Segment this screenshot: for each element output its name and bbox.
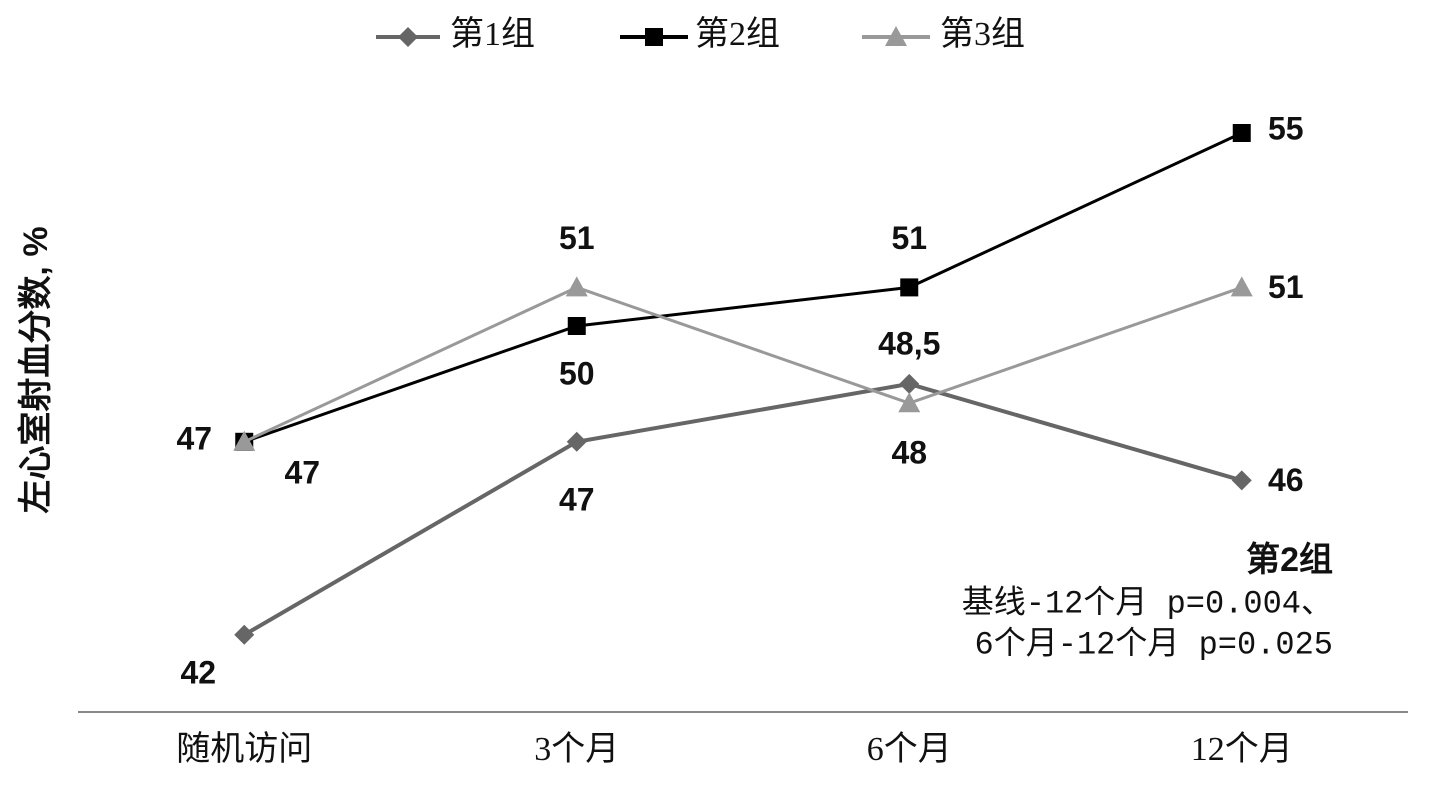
data-label: 48,5 <box>878 325 940 361</box>
y-axis-label: 左心室射血分数, % <box>16 226 55 513</box>
data-point <box>567 317 586 335</box>
x-tick-label: 随机访问 <box>176 730 312 768</box>
data-label: 55 <box>1268 110 1304 146</box>
series-line <box>243 285 1243 444</box>
legend-marker <box>885 26 907 46</box>
data-label: 51 <box>891 220 927 256</box>
data-label: 47 <box>559 481 595 517</box>
data-point <box>1230 276 1253 297</box>
annotation: 基线-12个月 p=0.004、 <box>962 584 1333 622</box>
data-label: 42 <box>180 654 216 690</box>
annotation: 6个月-12个月 p=0.025 <box>975 626 1333 663</box>
data-label: 48 <box>891 435 927 471</box>
x-tick-label: 6个月 <box>867 731 952 768</box>
series-line <box>243 131 1243 444</box>
annotation: 第2组 <box>1246 541 1333 579</box>
data-point <box>898 392 921 413</box>
legend-label: 第1组 <box>450 15 535 53</box>
legend-marker <box>645 28 663 46</box>
data-label: 51 <box>1268 269 1304 305</box>
data-point <box>899 373 920 394</box>
x-tick-label: 3个月 <box>534 731 619 768</box>
data-point <box>233 430 256 451</box>
legend-label: 第2组 <box>695 15 780 53</box>
data-point <box>1232 124 1251 142</box>
data-point <box>566 431 587 452</box>
data-label: 51 <box>559 220 595 256</box>
data-label: 47 <box>176 420 212 456</box>
data-point <box>565 276 588 297</box>
data-point <box>900 278 919 297</box>
data-label: 46 <box>1268 462 1304 498</box>
data-label: 47 <box>284 454 320 490</box>
legend-label: 第3组 <box>940 15 1025 53</box>
legend-marker <box>398 27 418 47</box>
data-label: 50 <box>559 355 595 391</box>
series-line <box>243 381 1243 637</box>
data-point <box>234 624 255 645</box>
data-point <box>1231 470 1252 491</box>
x-tick-label: 12个月 <box>1191 731 1293 768</box>
